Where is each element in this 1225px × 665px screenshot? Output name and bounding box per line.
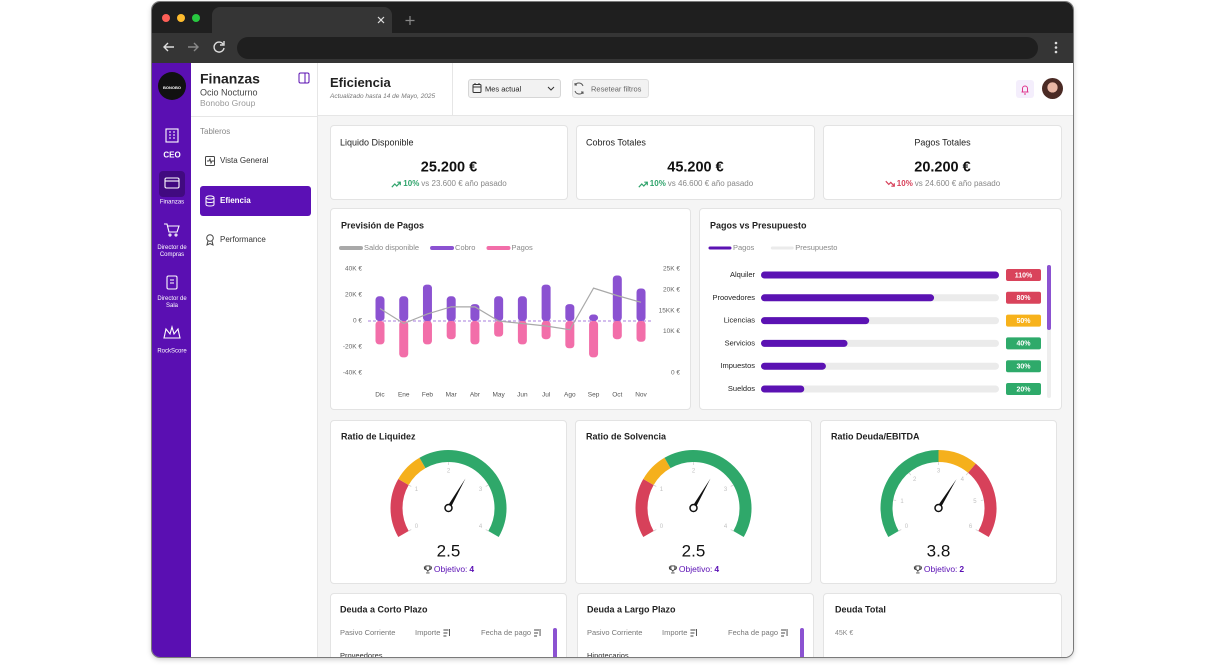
- notifications[interactable]: [1016, 80, 1034, 98]
- kpi-change-row: 10% vs 24.600 € año pasado: [884, 179, 1001, 189]
- table-card: [330, 593, 567, 657]
- panel-subtitle: Ocio Nocturno: [200, 87, 258, 98]
- trophy-icon: [913, 565, 922, 573]
- address-bar[interactable]: [237, 37, 1038, 59]
- trophy-icon: [668, 565, 677, 573]
- reset-label[interactable]: Resetear filtros: [591, 84, 642, 94]
- gauge-card: [820, 420, 1057, 584]
- panel-section: Tableros: [200, 127, 231, 137]
- header-divider: [452, 63, 453, 116]
- page-updated: Actualizado hasta 14 de Mayo, 2025: [330, 93, 436, 101]
- trend-icon: [884, 180, 895, 187]
- kpi-value: 20.200 €: [914, 159, 971, 176]
- kpi-title: Pagos Totales: [914, 137, 971, 148]
- target-label: Objetivo:: [433, 563, 468, 574]
- sidebar-active[interactable]: [159, 171, 185, 197]
- sidebar: [152, 63, 191, 657]
- chart-card: [699, 208, 1062, 410]
- kpi-title: Liquido Disponible: [340, 137, 414, 148]
- kpi-change: 10%: [649, 179, 666, 189]
- chart-card: [823, 593, 1062, 657]
- sidebar-item[interactable]: Director de Sala: [157, 296, 187, 309]
- kpi-change-row: 10% vs 46.600 € año pasado: [637, 179, 754, 189]
- trophy-icon: [423, 565, 432, 573]
- panel-org: Bonobo Group: [200, 97, 256, 108]
- screen: BONOBO Previsión de Pagos 40K €20K €0 € -20…: [152, 2, 1073, 657]
- panel: [191, 63, 318, 657]
- kpi-change-row: 10% vs 23.600 € año pasado: [391, 179, 507, 189]
- kpi-card: [823, 125, 1062, 200]
- sidebar-item[interactable]: Finanzas: [159, 199, 185, 206]
- trend-icon: [637, 181, 648, 188]
- sidebar-item[interactable]: CEO: [163, 150, 181, 160]
- chart-card: [330, 208, 691, 410]
- avatar[interactable]: [1042, 78, 1063, 99]
- target-value: 4: [714, 563, 720, 574]
- trend-icon: [391, 181, 401, 188]
- panel-divider: [191, 116, 318, 117]
- panel-title: Finanzas: [200, 70, 260, 87]
- gauge-target: Objetivo: 2: [913, 564, 964, 574]
- kpi-title: Cobros Totales: [586, 137, 646, 148]
- browser-window: BONOBO Previsión de Pagos 40K €20K €0 € -20…: [152, 2, 1073, 657]
- period-select[interactable]: [468, 79, 561, 98]
- gauge-card: [575, 420, 812, 584]
- sidebar-item[interactable]: Director de Compras: [157, 245, 187, 258]
- target-label: Objetivo:: [923, 563, 958, 574]
- panel-item[interactable]: Vista General: [220, 156, 269, 166]
- table-card: [577, 593, 814, 657]
- gauge-target: Objetivo: 4: [668, 564, 719, 574]
- sidebar-item[interactable]: RockScore: [157, 348, 187, 355]
- panel-item[interactable]: Performance: [220, 235, 266, 245]
- period-label[interactable]: Mes actual: [485, 84, 522, 94]
- page-title: Eficiencia: [330, 75, 391, 91]
- target-value: 4: [469, 563, 475, 574]
- kpi-card: [330, 125, 568, 200]
- kpi-value: 45.200 €: [667, 159, 724, 176]
- kpi-comparison: vs 46.600 € año pasado: [667, 179, 754, 189]
- target-value: 2: [959, 563, 965, 574]
- kpi-value: 25.200 €: [420, 159, 478, 176]
- browser-tab[interactable]: [212, 7, 392, 34]
- kpi-card: [576, 125, 815, 200]
- panel-item[interactable]: Efiencia: [220, 196, 251, 206]
- kpi-comparison: vs 24.600 € año pasado: [914, 179, 1001, 189]
- reset-button[interactable]: [572, 79, 649, 98]
- kpi-change: 10%: [896, 179, 913, 189]
- panel-active[interactable]: [200, 186, 311, 216]
- header: [318, 63, 1073, 116]
- kpi-comparison: vs 23.600 € año pasado: [421, 179, 507, 189]
- gauge-card: [330, 420, 567, 584]
- gauge-target: Objetivo: 4: [423, 564, 474, 574]
- target-label: Objetivo:: [678, 563, 713, 574]
- kpi-change: 10%: [403, 179, 420, 189]
